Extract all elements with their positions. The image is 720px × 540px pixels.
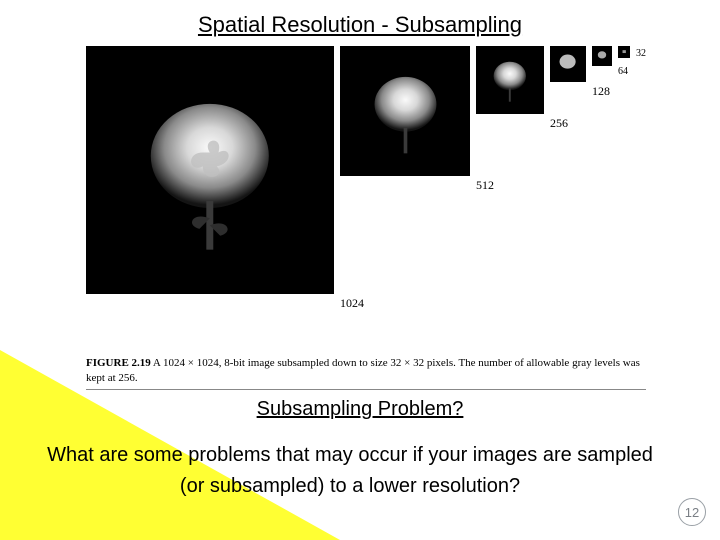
resolution-label-64: 64	[618, 66, 628, 77]
resolution-label-256: 256	[550, 116, 568, 131]
rose-icon	[123, 83, 297, 257]
resolution-label-512: 512	[476, 178, 494, 193]
resolution-label-32: 32	[636, 48, 646, 59]
question-text: What are some problems that may occur if…	[40, 440, 660, 502]
sample-image-256	[476, 46, 544, 114]
resolution-label-1024: 1024	[340, 296, 364, 311]
figure-caption-text: A 1024 × 1024, 8-bit image subsampled do…	[86, 357, 640, 384]
figure-caption: FIGURE 2.19 A 1024 × 1024, 8-bit image s…	[86, 356, 646, 386]
rose-icon	[360, 66, 451, 157]
sample-image-64	[592, 46, 612, 66]
slide-title: Spatial Resolution - Subsampling	[0, 0, 720, 46]
figure-number: FIGURE 2.19	[86, 357, 151, 369]
sample-image-32	[618, 46, 630, 58]
rose-icon	[620, 48, 628, 56]
figure-area: 1024 512 256 128 64 32 FIGURE 2.19 A 102…	[0, 46, 720, 351]
rose-icon	[595, 49, 609, 63]
sub-heading: Subsampling Problem?	[0, 398, 720, 421]
rose-icon	[555, 51, 580, 76]
page-number-badge: 12	[678, 498, 706, 526]
sample-image-1024	[86, 46, 334, 294]
rose-icon	[486, 56, 534, 104]
resolution-label-128: 128	[592, 84, 610, 99]
caption-divider	[86, 389, 646, 390]
sample-image-128	[550, 46, 586, 82]
sample-image-512	[340, 46, 470, 176]
